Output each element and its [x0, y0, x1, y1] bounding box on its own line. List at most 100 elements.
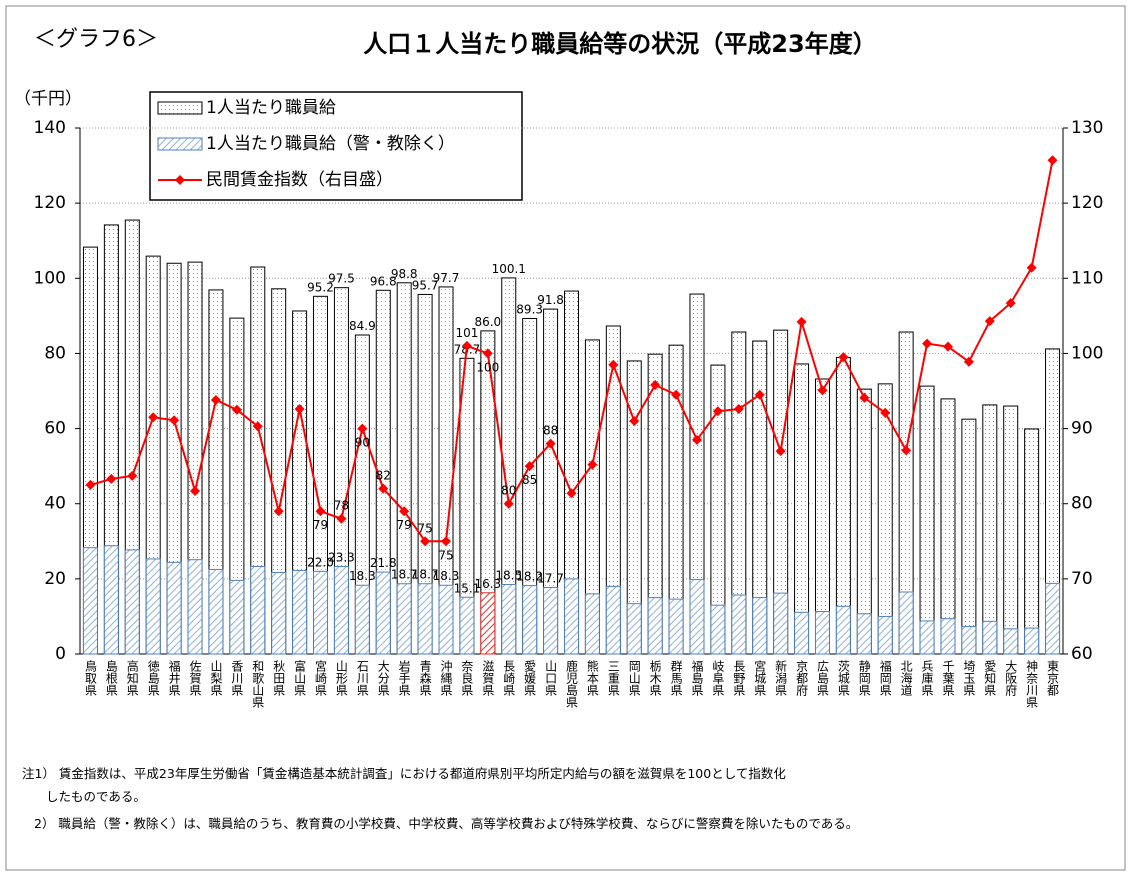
bar — [271, 571, 287, 655]
marker — [817, 385, 828, 396]
marker — [838, 352, 849, 363]
data-label: 84.9 — [349, 319, 376, 333]
bar — [229, 579, 245, 655]
bar — [438, 584, 454, 655]
x-tick-label: 青森県 — [418, 660, 432, 696]
data-label: 98.8 — [391, 267, 418, 281]
bar — [731, 594, 747, 655]
data-label: 18.2 — [516, 570, 543, 584]
x-tick-label: 鳥取県 — [83, 659, 97, 696]
data-label: 78 — [334, 499, 349, 513]
y2-tick-label: 100 — [1071, 343, 1103, 363]
legend-swatch — [175, 175, 185, 185]
marker — [796, 316, 807, 327]
marker — [1047, 155, 1058, 166]
data-label: 97.5 — [328, 272, 355, 286]
marker — [378, 483, 389, 494]
marker — [1026, 262, 1037, 273]
x-tick-label: 宮崎県 — [314, 659, 328, 696]
marker — [1005, 298, 1016, 309]
bar — [313, 570, 329, 655]
x-tick-label: 京都府 — [795, 660, 809, 696]
bar — [103, 545, 119, 655]
note: したものである。 — [46, 789, 146, 804]
x-tick-label: 北海道 — [899, 660, 913, 696]
marker — [148, 412, 159, 423]
chart-label: ＜グラフ6＞ — [34, 27, 158, 52]
bar — [961, 418, 977, 655]
marker — [691, 434, 702, 445]
data-label: 90 — [355, 436, 370, 450]
y2-tick-label: 110 — [1071, 268, 1103, 288]
legend-label: 民間賃金指数（右目盛） — [206, 170, 393, 190]
data-label: 23.3 — [328, 550, 355, 564]
marker — [127, 470, 138, 481]
bar — [982, 404, 998, 655]
marker — [399, 506, 410, 517]
y2-tick-label: 80 — [1071, 494, 1093, 514]
bar — [396, 583, 412, 655]
x-tick-label: 島根県 — [104, 659, 118, 696]
data-label: 79 — [313, 518, 328, 532]
x-tick-label: 福岡県 — [878, 659, 892, 696]
y2-tick-label: 70 — [1071, 569, 1093, 589]
bar — [1024, 428, 1040, 655]
y2-tick-label: 130 — [1071, 118, 1103, 138]
bar — [940, 398, 956, 655]
x-tick-label: 山口県 — [544, 660, 558, 696]
data-label: 18.7 — [412, 568, 439, 582]
bar — [250, 565, 266, 655]
x-tick-label: 秋田県 — [272, 660, 286, 696]
data-label: 100.1 — [492, 262, 526, 276]
legend-swatch — [157, 137, 203, 151]
note: 注1） 賃金指数は、平成23年厚生労働省「賃金構造基本統計調査」における都道府県… — [22, 766, 786, 781]
bar — [1045, 582, 1061, 655]
x-tick-label: 徳島県 — [146, 659, 160, 696]
x-tick-label: 宮城県 — [753, 659, 767, 696]
x-tick-label: 沖縄県 — [439, 660, 453, 696]
x-tick-label: 愛知県 — [983, 660, 997, 696]
data-label: 95.2 — [307, 280, 334, 294]
x-tick-label: 埼玉県 — [962, 660, 976, 696]
marker — [85, 479, 96, 490]
data-label: 75 — [417, 521, 432, 535]
marker — [942, 341, 953, 352]
marker — [315, 506, 326, 517]
bar — [647, 597, 663, 655]
marker — [984, 316, 995, 327]
bar — [919, 620, 935, 655]
data-label: 101 — [455, 326, 478, 340]
marker — [106, 473, 117, 484]
bar — [1003, 405, 1019, 655]
marker — [357, 423, 368, 434]
bar — [898, 591, 914, 655]
marker — [503, 498, 514, 509]
data-label: 79 — [397, 518, 412, 532]
data-label: 18.7 — [391, 568, 418, 582]
marker — [441, 536, 452, 547]
marker — [545, 438, 556, 449]
x-tick-label: 群馬県 — [669, 660, 683, 696]
x-tick-label: 福島県 — [690, 659, 704, 696]
bar — [1024, 627, 1040, 655]
x-tick-label: 富山県 — [293, 659, 307, 696]
x-tick-label: 岐阜県 — [711, 660, 725, 696]
marker — [587, 459, 598, 470]
x-tick-label: 奈良県 — [460, 660, 474, 696]
x-tick-label: 愛媛県 — [523, 660, 537, 696]
bar — [1003, 628, 1019, 655]
x-tick-label: 山形県 — [334, 660, 348, 696]
x-tick-label: 栃木県 — [648, 660, 662, 696]
marker — [461, 340, 472, 351]
data-label: 86.0 — [474, 315, 501, 329]
y2-tick-label: 90 — [1071, 419, 1093, 439]
marker — [733, 404, 744, 415]
x-tick-label: 石川県 — [355, 660, 369, 696]
legend: 1人当たり職員給 1人当たり職員給（警・教除く） 民間賃金指数（右目盛） — [149, 91, 523, 201]
bar — [564, 578, 579, 655]
marker — [336, 513, 347, 524]
x-tick-label: 福井県 — [167, 659, 181, 696]
marker — [650, 379, 661, 390]
data-label: 91.8 — [537, 293, 564, 307]
